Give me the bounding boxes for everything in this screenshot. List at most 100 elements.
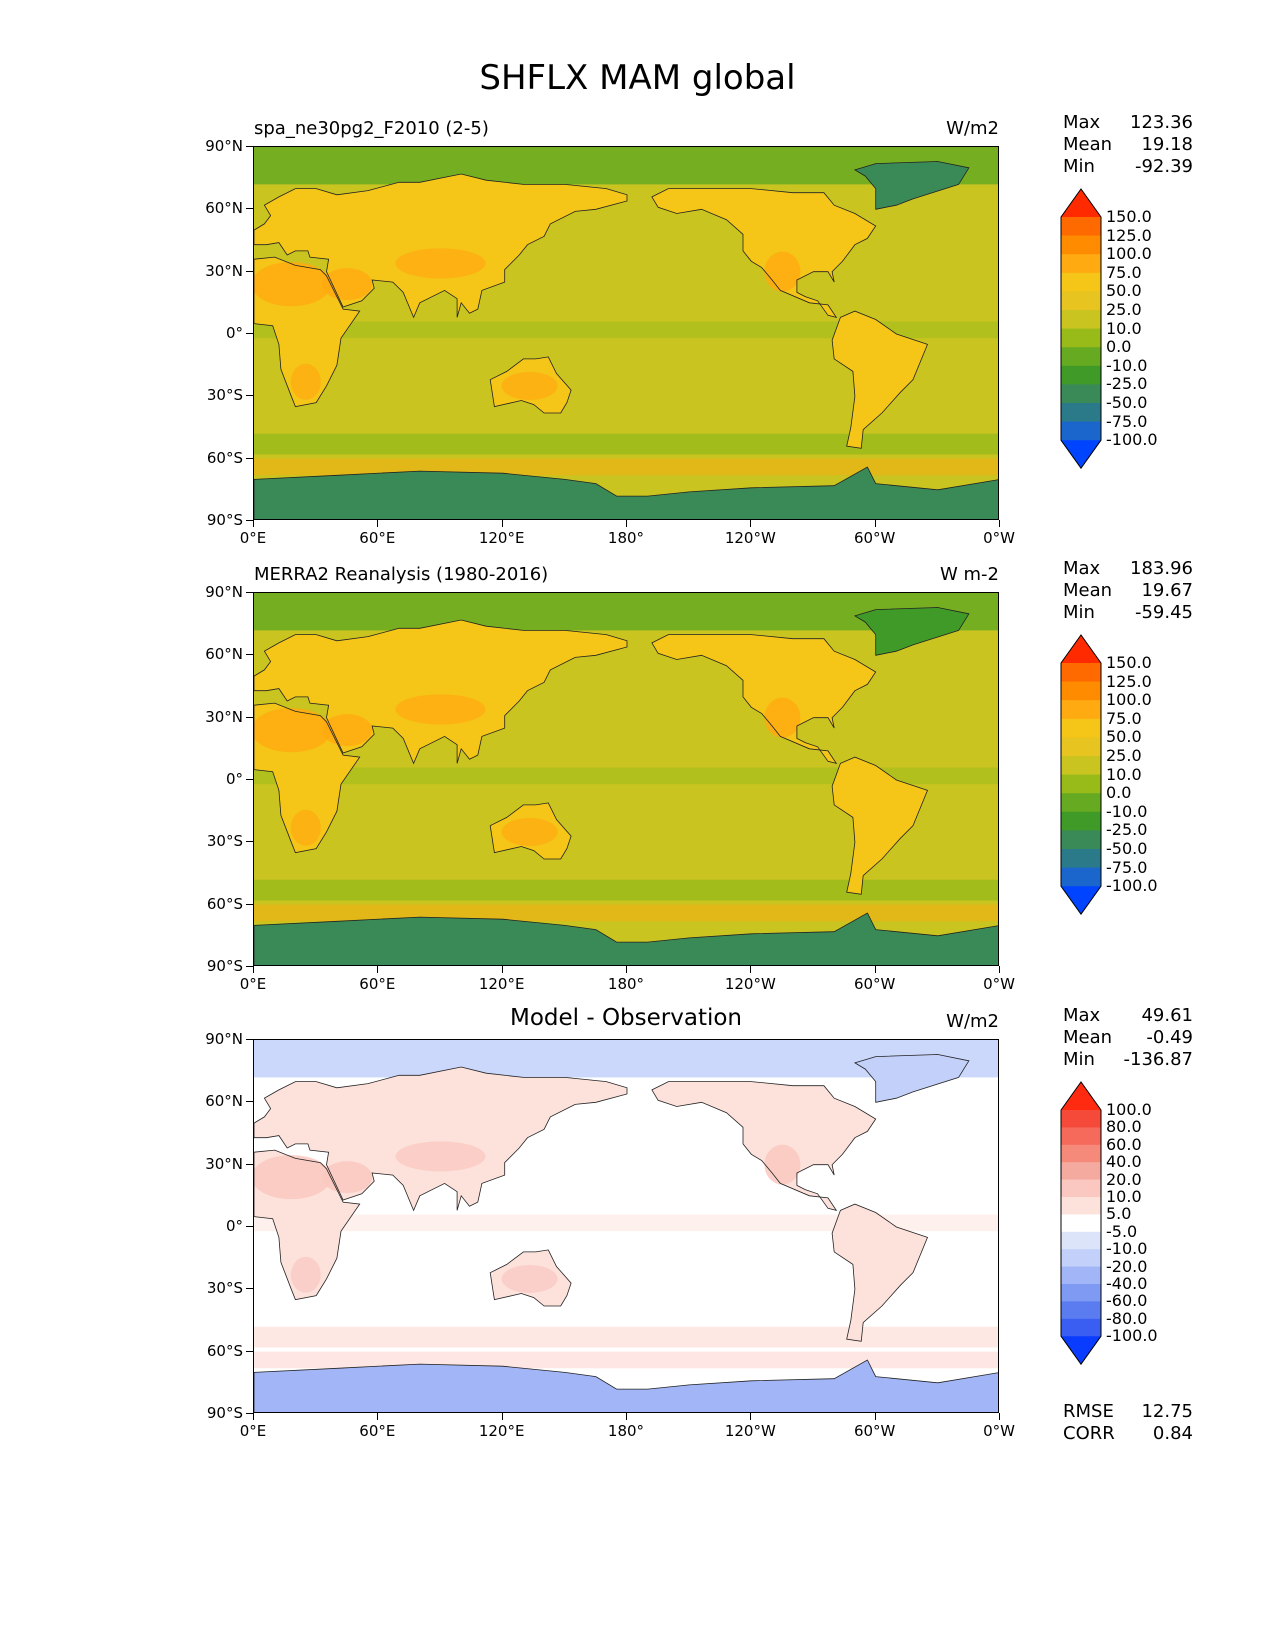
stat-min-label: Min [1063, 1049, 1095, 1070]
colorbar-extend-min [1061, 440, 1101, 469]
antarctica-fill [254, 467, 998, 519]
namerica-coastline [651, 1081, 877, 1212]
stat-mean-value: -0.49 [1146, 1027, 1193, 1048]
panel-title: MERRA2 Reanalysis (1980-2016) [254, 564, 549, 585]
colorbar-level-label: 10.0 [1106, 1187, 1142, 1206]
stat-min-value: -136.87 [1123, 1049, 1193, 1070]
colorbar-level-label: -5.0 [1106, 1221, 1138, 1241]
stat-corr-label: CORR [1063, 1423, 1115, 1444]
greenland-fill [854, 161, 969, 210]
lon-tick-label: 120°E [478, 1422, 525, 1440]
lon-tick-mark [501, 1413, 503, 1420]
colorbar-level-label: 125.0 [1106, 225, 1152, 245]
africa-coastline [254, 702, 361, 854]
lon-tick-label: 0°W [983, 529, 1015, 547]
mexico-hotspot [764, 697, 801, 738]
lon-tick-label: 0°E [239, 975, 267, 993]
stat-max-value: 123.36 [1130, 112, 1193, 133]
sahara-hotspot [254, 262, 332, 307]
colorbar [1060, 1081, 1102, 1366]
colorbar-level-label: -80.0 [1106, 1308, 1148, 1328]
lat-tick-label: 60°N [205, 645, 243, 664]
lat-tick-mark [246, 1163, 253, 1165]
australia-hotspot [501, 817, 558, 846]
lon-tick-mark [626, 1413, 627, 1420]
australia-coastline [489, 1249, 572, 1307]
colorbar-level-label: -75.0 [1106, 857, 1148, 877]
lat-tick-mark [246, 1350, 253, 1352]
stat-mean-label: Mean [1063, 1027, 1113, 1048]
colorbar-segment [1061, 700, 1101, 720]
lon-tick-mark [377, 966, 379, 973]
colorbar-segment [1061, 347, 1101, 367]
lon-tick-mark [750, 966, 752, 973]
eurasia-coastline [254, 619, 628, 765]
map-canvas [254, 1040, 998, 1412]
colorbar-level-label: -10.0 [1106, 355, 1148, 375]
mexico-hotspot [764, 251, 801, 292]
lon-tick-mark [501, 966, 503, 973]
colorbar-level-label: -25.0 [1106, 374, 1148, 394]
lat-tick-label: 90°S [206, 511, 243, 529]
stat-rmse-value: 12.75 [1141, 1401, 1193, 1422]
lat-tick-label: 60°S [206, 1341, 243, 1360]
lat-tick-mark [246, 592, 253, 593]
colorbar-level-label: 50.0 [1106, 281, 1142, 301]
colorbar-level-label: 10.0 [1106, 764, 1142, 784]
lon-tick-label: 60°W [853, 529, 896, 547]
lat-tick-mark [246, 966, 253, 967]
lon-tick-mark [750, 520, 752, 527]
colorbar-level-label: 60.0 [1106, 1134, 1142, 1154]
antarctic-edge-band [254, 1351, 998, 1369]
lon-tick-mark [253, 1413, 254, 1420]
colorbar-level-label: 25.0 [1106, 746, 1142, 765]
australia-hotspot [501, 1264, 558, 1293]
lon-tick-label: 0°E [239, 529, 267, 547]
stat-rmse: RMSE 12.75 [1063, 1401, 1193, 1423]
colorbar-extend-min [1061, 1336, 1101, 1365]
colorbar-level-label: 20.0 [1106, 1169, 1142, 1189]
lon-tick-label: 60°W [853, 975, 896, 993]
colorbar-level-label: 40.0 [1106, 1152, 1142, 1172]
lat-tick-label: 0° [225, 1217, 243, 1235]
colorbar-level-label: -100.0 [1106, 430, 1158, 450]
colorbar-segment [1061, 328, 1101, 348]
australia-hotspot [501, 371, 558, 400]
colorbar-segment [1061, 1231, 1101, 1250]
colorbar-level-label: 150.0 [1106, 207, 1152, 226]
stat-max-value: 49.61 [1141, 1005, 1193, 1026]
stat-min: Min -92.39 [1063, 156, 1193, 178]
colorbar-segment [1061, 662, 1101, 683]
stat-mean: Mean 19.67 [1063, 580, 1193, 602]
colorbar-level-label: 150.0 [1106, 653, 1152, 672]
lat-tick-mark [246, 841, 253, 843]
antarctica-fill [254, 1360, 998, 1412]
lon-tick-mark [377, 1413, 379, 1420]
colorbar-segment [1061, 365, 1101, 385]
colorbar-segment [1061, 1266, 1101, 1285]
colorbar-level-label: 75.0 [1106, 708, 1142, 728]
stat-max-label: Max [1063, 1005, 1101, 1026]
colorbar-segment [1061, 1127, 1101, 1146]
lat-tick-mark [246, 1413, 253, 1414]
lat-tick-mark [246, 1288, 253, 1290]
arabia-hotspot [322, 1161, 373, 1194]
mexico-hotspot [764, 1144, 801, 1185]
equatorial-band [254, 767, 998, 785]
stat-mean-label: Mean [1063, 134, 1113, 155]
lat-tick-label: 90°N [205, 137, 243, 155]
map-canvas [254, 593, 998, 965]
colorbar-segment [1061, 774, 1101, 794]
eurasia-coastline [254, 173, 628, 319]
stat-max: Max 123.36 [1063, 112, 1193, 134]
lat-tick-label: 90°S [206, 1404, 243, 1422]
lon-tick-mark [253, 520, 254, 527]
samerica-coastline [831, 310, 929, 449]
colorbar-level-label: -40.0 [1106, 1274, 1148, 1293]
lon-tick-label: 60°W [853, 1422, 896, 1440]
colorbar-outline [1060, 1081, 1102, 1366]
lat-tick-label: 90°N [205, 583, 243, 601]
lat-tick-mark [246, 208, 253, 210]
colorbar-level-label: 50.0 [1106, 727, 1142, 747]
namerica-fill [651, 634, 876, 764]
